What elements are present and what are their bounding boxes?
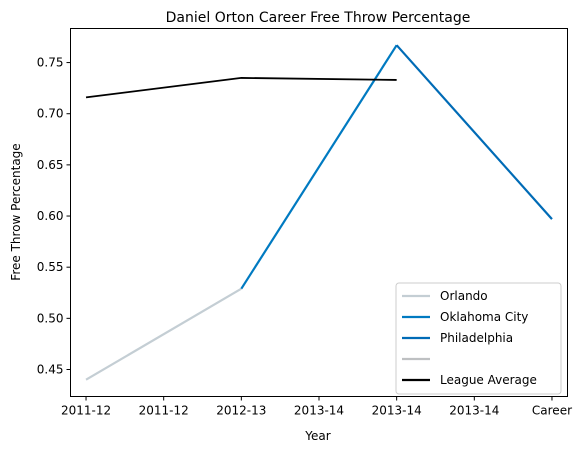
legend-label: Orlando: [440, 289, 488, 303]
legend-label: Oklahoma City: [440, 310, 528, 324]
plot-lines: [85, 44, 553, 381]
x-tick-label: Career: [532, 404, 572, 418]
series-line-philadelphia: [395, 44, 553, 220]
x-tick-label: 2011-12: [139, 404, 189, 418]
series-line-league-average: [85, 77, 397, 99]
x-axis-label: Year: [304, 429, 330, 443]
y-tick-label: 0.70: [37, 107, 64, 121]
x-tick-label: 2013-14: [294, 404, 344, 418]
y-tick-label: 0.60: [37, 209, 64, 223]
x-tick-label: 2013-14: [449, 404, 499, 418]
legend-label: League Average: [440, 373, 537, 387]
series-line-oklahoma-city: [240, 44, 398, 290]
legend-box: [395, 282, 562, 395]
y-tick-label: 0.65: [37, 158, 64, 172]
y-tick-label: 0.45: [37, 362, 64, 376]
x-tick-label: 2011-12: [61, 404, 111, 418]
legend-label: Philadelphia: [440, 331, 513, 345]
x-tick-label: 2012-13: [216, 404, 266, 418]
series-line-orlando: [85, 287, 242, 381]
y-axis-ticks: 0.45 0.50 0.55 0.60 0.65 0.70 0.75: [37, 56, 71, 376]
x-tick-label: 2013-14: [372, 404, 422, 418]
y-tick-label: 0.75: [37, 56, 64, 70]
y-tick-label: 0.55: [37, 260, 64, 274]
x-axis-ticks: 2011-12 2011-12 2012-13 2013-14 2013-14 2013-…: [61, 396, 572, 418]
y-tick-label: 0.50: [37, 311, 64, 325]
legend: Orlando Oklahoma City Philadelphia League A…: [395, 282, 562, 395]
chart-title: Daniel Orton Career Free Throw Percentag…: [166, 10, 471, 26]
y-axis-label: Free Throw Percentage: [9, 143, 23, 280]
